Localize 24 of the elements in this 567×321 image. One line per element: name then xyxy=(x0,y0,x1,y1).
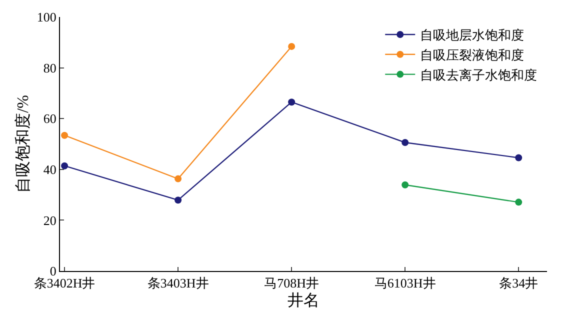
point xyxy=(61,162,68,170)
point xyxy=(515,154,522,162)
x-axis-title: 井名 xyxy=(288,291,320,310)
point xyxy=(288,98,296,106)
x-tick-label: 条3403H井 xyxy=(147,276,209,291)
point xyxy=(61,132,68,139)
y-tick-label: 20 xyxy=(43,212,56,228)
point xyxy=(402,138,409,146)
x-tick-label: 马6103H井 xyxy=(374,276,436,291)
y-tick-label: 100 xyxy=(36,10,56,25)
legend-label: 自吸地层水饱和度 xyxy=(420,28,524,43)
point xyxy=(515,198,522,206)
y-tick-label: 80 xyxy=(43,60,56,76)
x-tick-label: 马708H井 xyxy=(264,276,320,291)
x-tick-label: 条34井 xyxy=(499,276,538,291)
y-tick-label: 60 xyxy=(43,111,56,126)
y-tick-label: 40 xyxy=(43,162,56,177)
legend-label: 自吸去离子水饱和度 xyxy=(420,67,538,82)
point xyxy=(174,196,182,204)
point xyxy=(288,42,296,50)
y-axis-title: 自吸饱和度/% xyxy=(14,95,32,193)
legend-label: 自吸压裂液饱和度 xyxy=(420,47,524,62)
point xyxy=(402,181,409,188)
point xyxy=(174,175,182,182)
